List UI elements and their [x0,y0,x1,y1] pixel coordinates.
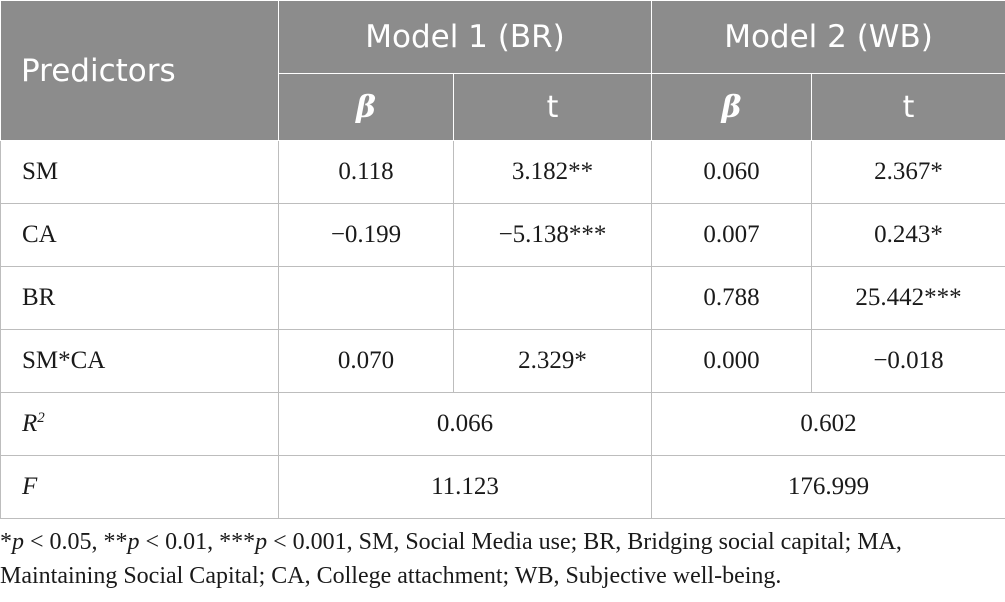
table-row-f: F 11.123 176.999 [0,455,1005,519]
header-model1-t: t [452,73,653,141]
header-predictors: Predictors [0,0,279,141]
row-label: CA [0,203,279,267]
table-row-ca: CA −0.199 −5.138*** 0.007 0.243* [0,203,1005,267]
model2-beta-cell: 0.000 [651,329,813,393]
model1-t-cell: 3.182** [452,140,653,204]
table-row-smca: SM*CA 0.070 2.329* 0.000 −0.018 [0,329,1005,393]
model2-t-cell: 25.442*** [811,266,1005,330]
r2-superscript: 2 [37,410,45,426]
model2-beta-cell: 0.060 [651,140,813,204]
model1-f-cell: 11.123 [277,455,653,519]
footnote-text: < 0.001, SM, Social Media use; BR, Bridg… [0,529,902,589]
f-label: F [0,455,279,519]
footnote-p: p [12,529,24,555]
model1-t-cell: 2.329* [452,329,653,393]
table-row-sm: SM 0.118 3.182** 0.060 2.367* [0,140,1005,204]
footnote-text: < 0.05, ** [24,529,128,555]
r2-label: R2 [0,392,279,456]
model1-beta-cell: 0.070 [278,329,454,393]
header-model2-beta: β [651,73,813,141]
r2-letter: R [22,410,38,437]
model2-beta-cell: 0.007 [651,203,813,267]
table-footnote: *p < 0.05, **p < 0.01, ***p < 0.001, SM,… [0,525,1000,593]
model2-t-cell: −0.018 [811,329,1005,393]
header-model2-t: t [811,73,1005,141]
row-label: SM*CA [0,329,279,393]
footnote-text: * [0,529,12,555]
model1-t-cell: −5.138*** [452,203,653,267]
table-row-r2: R2 0.066 0.602 [0,392,1005,456]
row-label: BR [0,266,279,330]
model1-beta-cell: 0.118 [278,140,454,204]
footnote-text: < 0.01, *** [139,529,256,555]
footnote-p: p [255,529,268,555]
model1-t-cell [452,266,653,330]
model1-r2-cell: 0.066 [277,392,653,456]
model1-beta-cell: −0.199 [278,203,454,267]
model2-f-cell: 176.999 [651,455,1005,519]
model2-beta-cell: 0.788 [651,266,813,330]
regression-table: Predictors Model 1 (BR) Model 2 (WB) β t… [0,0,1005,519]
model2-t-cell: 2.367* [811,140,1005,204]
model1-beta-cell [278,266,454,330]
header-model1: Model 1 (BR) [277,0,653,74]
footnote-p: p [127,529,140,555]
table-row-br: BR 0.788 25.442*** [0,266,1005,330]
row-label: SM [0,140,279,204]
header-model2: Model 2 (WB) [651,0,1005,74]
model2-t-cell: 0.243* [811,203,1005,267]
model2-r2-cell: 0.602 [651,392,1005,456]
header-model1-beta: β [278,73,454,141]
